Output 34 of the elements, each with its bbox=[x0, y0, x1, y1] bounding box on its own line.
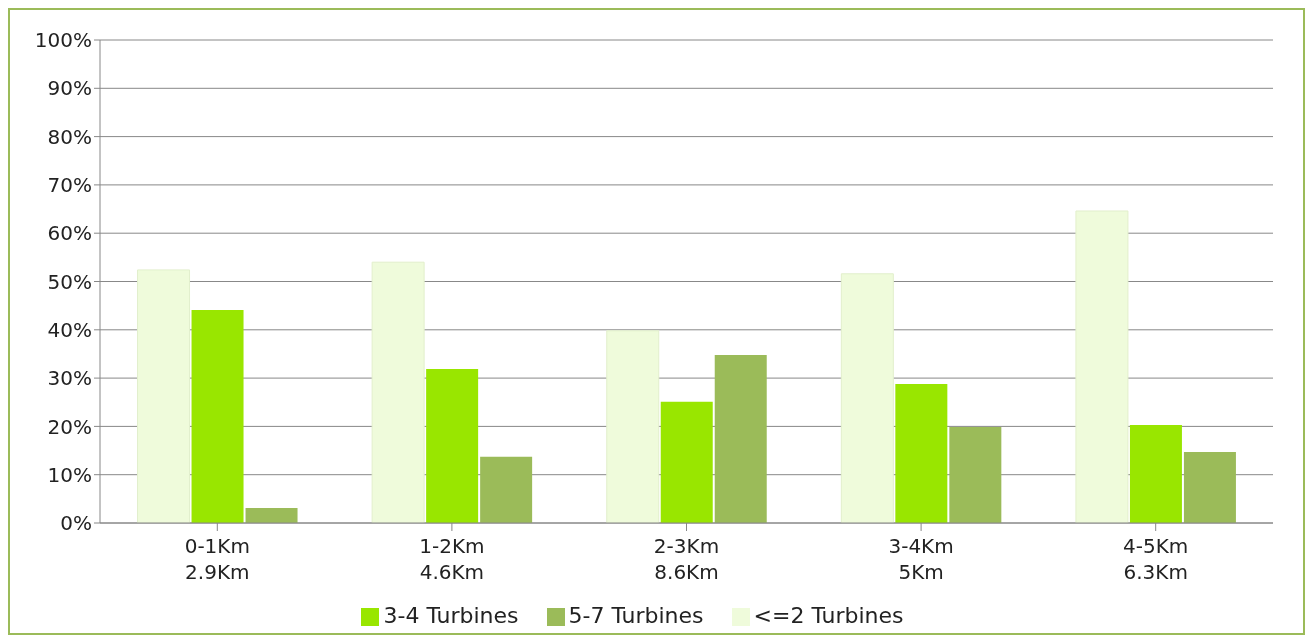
y-tick-label: 100% bbox=[34, 28, 92, 53]
bar bbox=[245, 508, 298, 523]
y-tick-label: 40% bbox=[47, 317, 92, 342]
y-tick-label: 90% bbox=[47, 76, 92, 101]
bar bbox=[371, 261, 425, 523]
y-tick-label: 80% bbox=[47, 124, 92, 149]
bar bbox=[606, 330, 660, 523]
y-tick-label: 30% bbox=[47, 366, 92, 391]
bar bbox=[840, 273, 894, 523]
y-tick-label: 60% bbox=[47, 221, 92, 246]
y-tick-label: 20% bbox=[47, 414, 92, 439]
y-tick-label: 50% bbox=[47, 269, 92, 294]
bar bbox=[714, 354, 767, 523]
bar bbox=[426, 368, 479, 523]
x-tick-label: 3-4Km 5Km bbox=[888, 534, 954, 584]
x-tick-label: 1-2Km 4.6Km bbox=[419, 534, 485, 584]
bar bbox=[660, 401, 713, 523]
legend-label: <=2 Turbines bbox=[753, 603, 904, 628]
x-tick-label: 0-1Km 2.9Km bbox=[184, 534, 250, 584]
y-tick-label: 10% bbox=[47, 462, 92, 487]
bar bbox=[1075, 210, 1129, 523]
x-tick-label: 4-5Km 6.3Km bbox=[1123, 534, 1189, 584]
legend-label: 3-4 Turbines bbox=[383, 603, 519, 628]
bar bbox=[1129, 424, 1182, 523]
y-tick-label: 70% bbox=[47, 173, 92, 197]
bar bbox=[480, 456, 533, 523]
x-tick-label: 2-3Km 8.6Km bbox=[653, 534, 720, 584]
bar bbox=[1183, 452, 1236, 523]
y-tick-label: 0% bbox=[60, 511, 92, 536]
bar bbox=[895, 383, 948, 523]
bar bbox=[949, 426, 1002, 523]
bar bbox=[191, 310, 244, 523]
bar bbox=[137, 269, 191, 523]
legend-label: 5-7 Turbines bbox=[568, 603, 704, 628]
